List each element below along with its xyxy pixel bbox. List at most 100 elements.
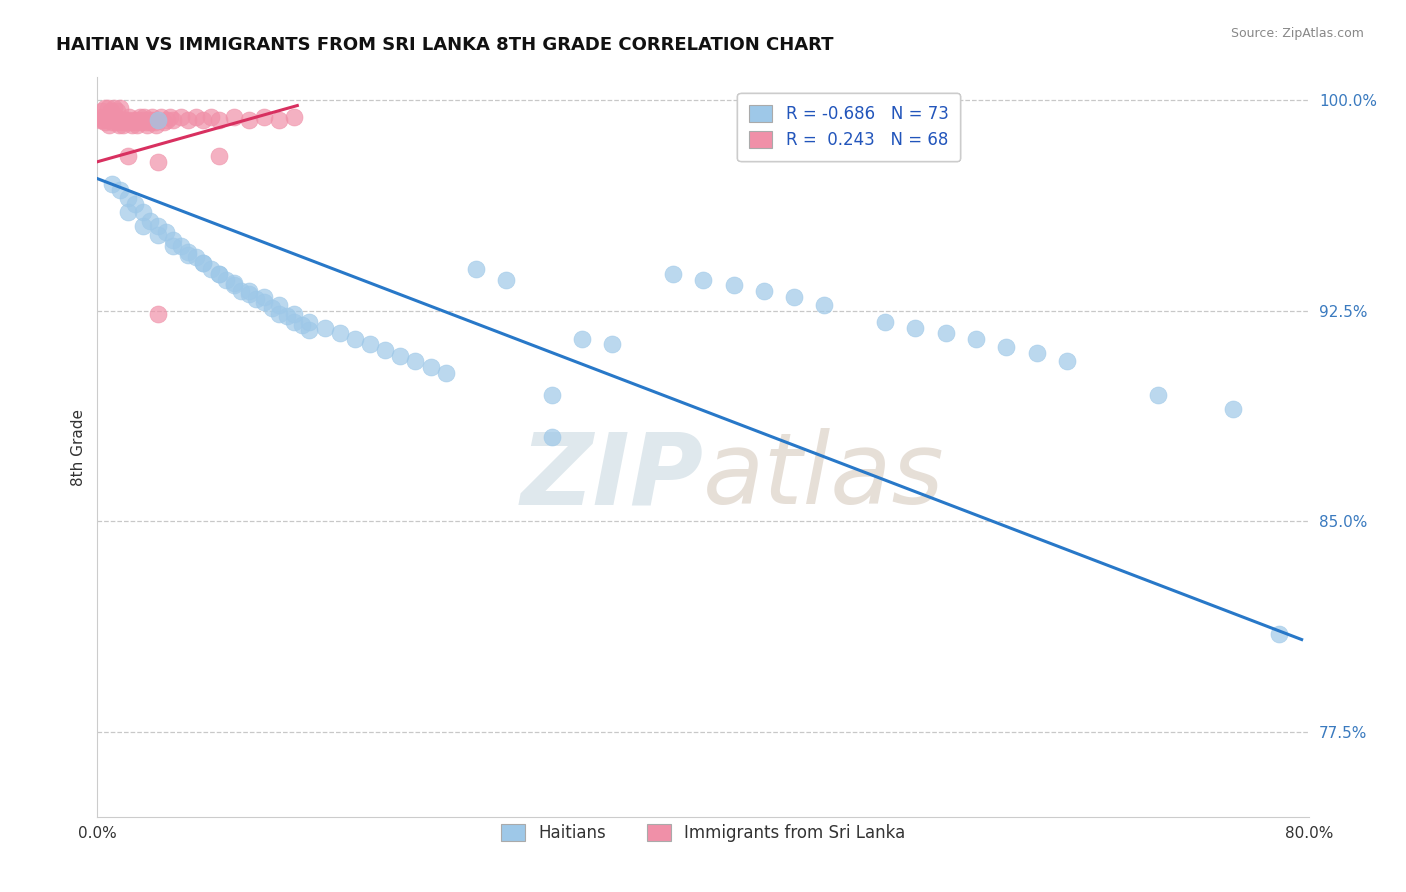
Point [129,115,152,129]
Point [935,326,957,341]
Point [125,118,148,132]
Point [136,118,159,132]
Point [177,244,200,259]
Point [269,298,291,312]
Point [200,261,222,276]
Point [253,290,276,304]
Point [98,118,121,132]
Point [105,115,128,129]
Point [419,359,441,374]
Point [184,250,207,264]
Point [100,112,122,127]
Point [222,110,245,124]
Point [169,110,191,124]
Point [291,318,314,332]
Point [783,290,806,304]
Point [231,284,253,298]
Point [146,112,169,127]
Point [752,284,775,298]
Point [276,310,298,324]
Point [100,104,122,119]
Point [389,349,412,363]
Point [1146,388,1168,402]
Point [215,273,238,287]
Point [141,110,163,124]
Text: Source: ZipAtlas.com: Source: ZipAtlas.com [1230,27,1364,40]
Point [283,306,305,320]
Text: atlas: atlas [703,428,945,525]
Point [1056,354,1078,368]
Point [107,118,129,132]
Point [93,112,115,127]
Point [90,104,112,119]
Point [207,267,229,281]
Point [142,112,165,127]
Point [117,112,139,127]
Point [269,306,291,320]
Point [156,112,179,127]
Point [374,343,396,357]
Point [149,110,172,124]
Point [434,366,457,380]
Point [253,110,276,124]
Point [90,110,112,124]
Point [103,112,125,127]
Point [146,154,169,169]
Legend: R = -0.686   N = 73, R =  0.243   N = 68: R = -0.686 N = 73, R = 0.243 N = 68 [737,93,960,161]
Point [169,239,191,253]
Point [121,118,143,132]
Point [177,247,200,261]
Point [146,306,169,320]
Point [343,332,366,346]
Point [465,261,488,276]
Point [193,256,215,270]
Point [162,112,184,127]
Text: HAITIAN VS IMMIGRANTS FROM SRI LANKA 8TH GRADE CORRELATION CHART: HAITIAN VS IMMIGRANTS FROM SRI LANKA 8TH… [56,36,834,54]
Point [159,110,181,124]
Point [97,112,120,127]
Text: ZIP: ZIP [520,428,703,525]
Point [101,178,124,192]
Point [245,293,267,307]
Point [114,112,136,127]
Point [283,110,305,124]
Point [207,267,229,281]
Point [253,295,276,310]
Point [162,239,184,253]
Point [692,273,714,287]
Point [145,118,167,132]
Point [602,337,624,351]
Point [193,256,215,270]
Point [965,332,987,346]
Point [155,225,177,239]
Point [128,110,150,124]
Point [540,388,562,402]
Point [1268,627,1291,641]
Point [329,326,352,341]
Point [96,110,118,124]
Point [132,219,155,234]
Point [238,112,260,127]
Point [94,115,117,129]
Point [260,301,283,315]
Point [124,115,146,129]
Point [117,191,139,205]
Point [207,149,229,163]
Point [177,112,200,127]
Point [117,149,139,163]
Point [112,118,135,132]
Point [108,183,131,197]
Point [138,112,160,127]
Point [118,110,141,124]
Point [571,332,593,346]
Point [298,323,321,337]
Point [143,115,166,129]
Point [359,337,381,351]
Point [132,205,155,219]
Point [108,112,131,127]
Point [110,115,132,129]
Point [1222,402,1244,417]
Point [105,104,128,119]
Point [540,430,562,444]
Point [104,110,127,124]
